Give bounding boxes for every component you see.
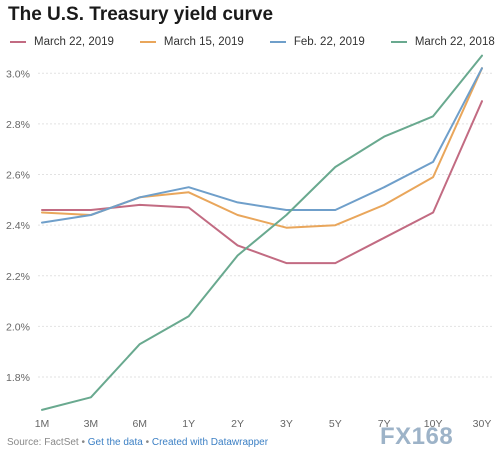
x-tick-label: 1M bbox=[35, 418, 50, 430]
x-tick-label: 2Y bbox=[231, 418, 244, 430]
legend-label: March 15, 2019 bbox=[163, 36, 244, 48]
series-line bbox=[41, 67, 483, 229]
series-line bbox=[41, 67, 483, 224]
legend: March 22, 2019 March 15, 2019 Feb. 22, 201… bbox=[10, 36, 495, 48]
get-data-link[interactable]: Get the data bbox=[87, 437, 143, 448]
chart-footer: Source: FactSet • Get the data • Created… bbox=[7, 437, 268, 448]
legend-swatch bbox=[139, 41, 156, 43]
y-tick-label: 1.8% bbox=[6, 372, 30, 384]
legend-item: Feb. 22, 2019 bbox=[269, 36, 365, 48]
x-tick-label: 3M bbox=[84, 418, 99, 430]
watermark-logo: FX168 bbox=[380, 423, 454, 450]
separator: • bbox=[142, 437, 152, 448]
x-tick-label: 30Y bbox=[473, 418, 492, 430]
y-tick-label: 2.4% bbox=[6, 220, 30, 232]
series-line bbox=[41, 100, 483, 265]
grid-lines bbox=[38, 72, 492, 378]
legend-swatch bbox=[10, 41, 26, 43]
source-text: Source: FactSet bbox=[7, 437, 79, 448]
series-line bbox=[41, 54, 483, 411]
x-tick-label: 1Y bbox=[182, 418, 195, 430]
legend-item: March 15, 2019 bbox=[139, 36, 244, 48]
y-tick-label: 2.8% bbox=[6, 119, 30, 131]
separator: • bbox=[78, 437, 88, 448]
y-tick-label: 2.2% bbox=[6, 271, 30, 283]
y-tick-label: 2.6% bbox=[6, 170, 30, 182]
legend-item: March 22, 2018 bbox=[390, 36, 495, 48]
chart-title: The U.S. Treasury yield curve bbox=[8, 4, 274, 25]
legend-label: March 22, 2018 bbox=[414, 36, 495, 48]
x-tick-label: 10Y bbox=[424, 418, 443, 430]
legend-label: Feb. 22, 2019 bbox=[293, 36, 365, 48]
datawrapper-link[interactable]: Created with Datawrapper bbox=[151, 437, 269, 448]
x-tick-label: 7Y bbox=[378, 418, 391, 430]
x-axis: 1M 3M 6M 1Y 2Y 3Y 5Y 7Y 10Y 30Y bbox=[35, 418, 492, 430]
x-tick-label: 5Y bbox=[329, 418, 342, 430]
legend-swatch bbox=[390, 41, 407, 43]
legend-label: March 22, 2019 bbox=[34, 36, 114, 48]
legend-item: March 22, 2019 bbox=[10, 36, 114, 48]
y-axis: 1.8% 2.0% 2.2% 2.4% 2.6% 2.8% 3.0% bbox=[6, 68, 30, 384]
series-lines bbox=[41, 54, 483, 411]
x-tick-label: 3Y bbox=[280, 418, 293, 430]
x-tick-label: 6M bbox=[132, 418, 147, 430]
legend-swatch bbox=[269, 41, 286, 43]
y-tick-label: 2.0% bbox=[6, 321, 30, 333]
y-tick-label: 3.0% bbox=[6, 68, 30, 80]
